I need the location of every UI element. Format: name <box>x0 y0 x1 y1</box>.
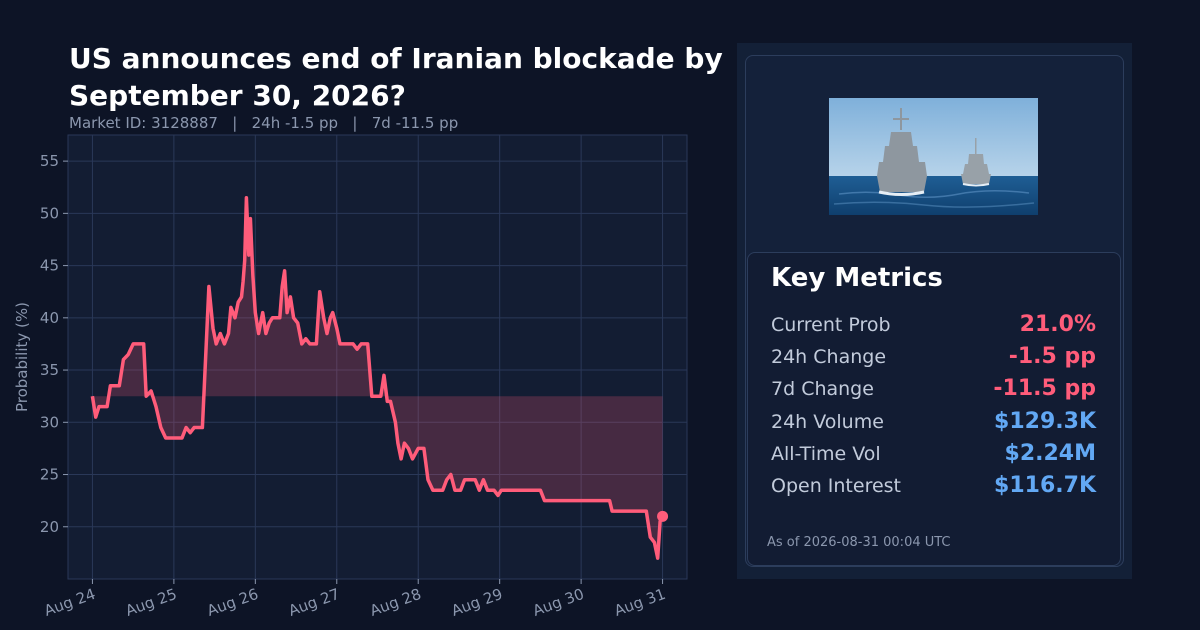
metric-value: $2.24M <box>1004 441 1096 466</box>
metric-value: -11.5 pp <box>993 376 1096 401</box>
x-axis-ticks: Aug 24 Aug 25 Aug 26 Aug 27 Aug 28 Aug 29 Aug … <box>42 579 668 620</box>
chart-title: US announces end of Iranian blockade by … <box>69 42 723 112</box>
metric-row-24h-volume: 24h Volume $129.3K <box>771 409 1096 439</box>
metric-label: Open Interest <box>771 475 902 497</box>
key-metrics-card <box>747 252 1121 566</box>
metric-row-7d-change: 7d Change -11.5 pp <box>771 376 1096 406</box>
warship-photo-icon <box>829 98 1038 215</box>
y-axis-label: Probability (%) <box>13 302 31 412</box>
change-7d-summary: 7d -11.5 pp <box>371 114 459 132</box>
metric-label: 24h Volume <box>771 411 884 433</box>
current-value-marker <box>657 510 669 522</box>
y-tick-label: 20 <box>40 518 59 536</box>
y-tick-label: 25 <box>40 466 59 484</box>
metric-row-24h-change: 24h Change -1.5 pp <box>771 344 1096 374</box>
x-tick-label: Aug 25 <box>123 585 179 620</box>
x-tick-label: Aug 29 <box>449 585 505 620</box>
metric-label: 7d Change <box>771 378 874 400</box>
market-id: Market ID: 3128887 <box>69 114 218 132</box>
y-tick-label: 35 <box>40 361 59 379</box>
gridlines <box>68 135 687 579</box>
metric-value: 21.0% <box>1019 312 1096 337</box>
plot-area <box>67 134 688 580</box>
x-tick-label: Aug 27 <box>286 585 342 620</box>
y-tick-label: 40 <box>40 309 59 327</box>
subtitle-separator: | <box>352 114 358 132</box>
y-tick-label: 55 <box>40 152 59 170</box>
y-tick-label: 30 <box>40 413 59 431</box>
change-24h-summary: 24h -1.5 pp <box>251 114 339 132</box>
x-tick-label: Aug 26 <box>205 585 261 620</box>
chart-subtitle: Market ID: 3128887 | 24h -1.5 pp | 7d -1… <box>69 114 458 132</box>
metric-value: $129.3K <box>994 409 1096 434</box>
y-tick-label: 50 <box>40 204 59 222</box>
metric-label: 24h Change <box>771 346 887 368</box>
series-line <box>90 195 665 560</box>
metric-row-current-prob: Current Prob 21.0% <box>771 312 1096 342</box>
x-tick-label: Aug 31 <box>612 585 668 620</box>
y-axis-ticks: 20 25 30 35 40 45 50 55 <box>40 152 68 536</box>
metric-row-open-interest: Open Interest $116.7K <box>771 473 1096 503</box>
x-tick-label: Aug 28 <box>367 585 423 620</box>
x-tick-label: Aug 24 <box>42 585 98 620</box>
metric-value: $116.7K <box>994 473 1096 498</box>
metric-row-all-time-vol: All-Time Vol $2.24M <box>771 441 1096 471</box>
metric-label: Current Prob <box>771 314 891 336</box>
y-tick-label: 45 <box>40 257 59 275</box>
x-tick-label: Aug 30 <box>530 585 586 620</box>
metric-value: -1.5 pp <box>1008 344 1096 369</box>
fill-area <box>92 197 663 559</box>
metric-label: All-Time Vol <box>771 443 881 465</box>
as-of-timestamp: As of 2026-08-31 00:04 UTC <box>767 535 951 550</box>
subtitle-separator: | <box>232 114 238 132</box>
key-metrics-title: Key Metrics <box>771 263 943 293</box>
